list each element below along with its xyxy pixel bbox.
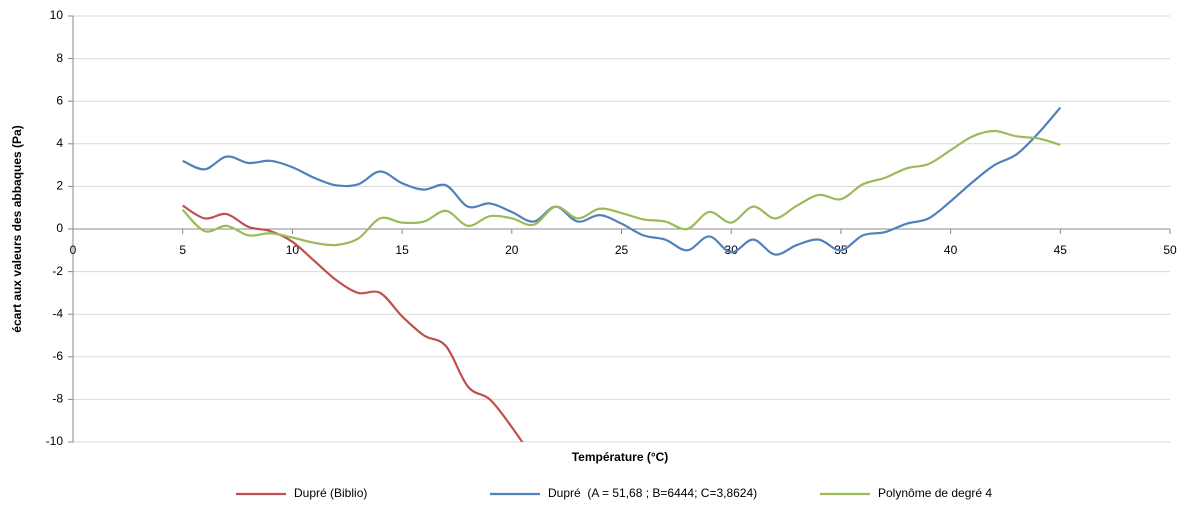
y-tick-label: -6 [52,349,63,363]
x-tick-label: 5 [179,243,186,257]
x-tick-label: 45 [1054,243,1068,257]
x-tick-label: 20 [505,243,519,257]
legend-label: Polynôme de degré 4 [878,486,992,500]
y-tick-label: 2 [56,179,63,193]
x-tick-label: 40 [944,243,958,257]
y-tick-label: -8 [52,392,63,406]
y-tick-label: 0 [56,221,63,235]
x-tick-label: 30 [725,243,739,257]
legend-label: Dupré (Biblio) [294,486,367,500]
y-tick-label: 4 [56,136,63,150]
y-tick-label: 10 [50,8,64,22]
y-tick-label: 6 [56,93,63,107]
x-tick-label: 50 [1163,243,1177,257]
x-axis-title: Température (°C) [572,450,669,464]
x-tick-label: 15 [395,243,409,257]
y-axis-title: écart aux valeurs des abbaques (Pa) [10,125,24,332]
x-tick-label: 25 [615,243,629,257]
y-tick-label: -10 [46,434,64,448]
x-tick-label: 0 [70,243,77,257]
y-tick-label: -4 [52,306,63,320]
legend-label: Dupré (A = 51,68 ; B=6444; C=3,8624) [548,486,757,500]
y-tick-label: 8 [56,51,63,65]
series-line [182,106,1062,256]
series-line [181,129,1061,247]
x-tick-label: 10 [286,243,300,257]
y-tick-label: -2 [52,264,63,278]
series-line [182,204,524,442]
